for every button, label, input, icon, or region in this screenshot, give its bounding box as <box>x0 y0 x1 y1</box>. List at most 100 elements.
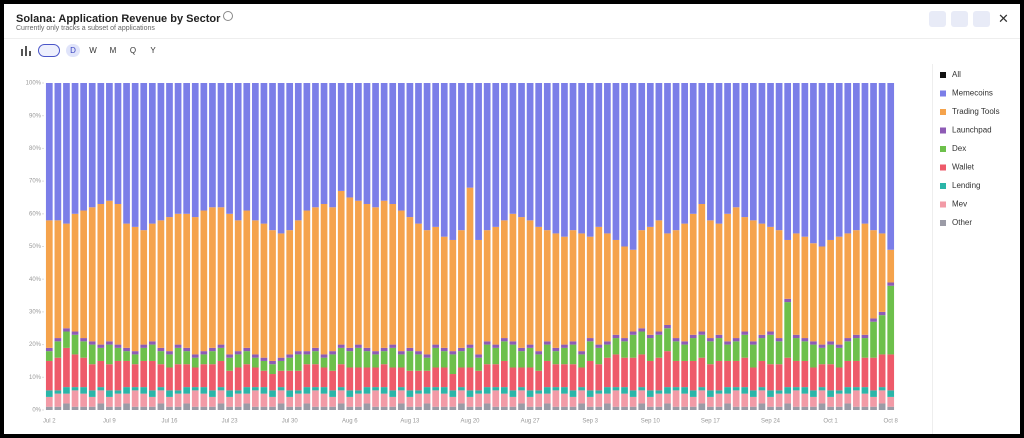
bar-segment <box>449 390 457 397</box>
bar-segment <box>638 390 646 404</box>
bar-segment <box>226 390 233 397</box>
bar-segment <box>844 360 852 388</box>
bar-segment <box>200 83 208 211</box>
bar-segment <box>449 396 457 407</box>
bar-segment <box>655 220 663 332</box>
bar-segment <box>97 83 105 204</box>
bar-segment <box>689 396 697 407</box>
bar-segment <box>329 354 336 371</box>
interval-button[interactable]: M <box>109 46 117 55</box>
screenshot-button[interactable] <box>951 11 968 27</box>
bar-segment <box>432 387 440 391</box>
bar-segment <box>689 334 697 339</box>
bar-segment <box>646 360 654 391</box>
bar-segment <box>131 226 139 352</box>
bar-segment <box>715 334 723 339</box>
bar-segment <box>243 393 251 404</box>
interval-button[interactable]: Y <box>150 46 156 55</box>
bar-segment <box>449 83 457 240</box>
bar-segment <box>432 367 440 388</box>
bar-segment <box>234 406 242 410</box>
bar-segment <box>157 220 165 348</box>
bar-segment <box>509 367 517 391</box>
interval-button[interactable]: W <box>89 46 97 55</box>
bar-segment <box>775 338 783 342</box>
bar-segment <box>380 406 388 410</box>
chart-type-icon[interactable] <box>20 45 32 56</box>
bar-segment <box>71 354 79 388</box>
bar-segment <box>234 367 242 391</box>
bar-segment <box>260 83 268 224</box>
bar-segment <box>114 347 122 361</box>
bar-segment <box>294 83 302 221</box>
bar-segment <box>732 207 740 339</box>
bar-segment <box>715 393 723 407</box>
bar-segment <box>174 344 182 348</box>
bar-segment <box>500 393 508 407</box>
bar-segment <box>724 403 731 410</box>
bar-segment <box>157 83 165 221</box>
bar-segment <box>526 367 534 391</box>
bar-segment <box>810 367 817 391</box>
bar-segment <box>672 406 680 410</box>
bar-segment <box>166 367 173 391</box>
bar-segment <box>535 390 543 394</box>
bar-segment <box>586 390 594 397</box>
bar-segment <box>672 390 680 407</box>
interval-button[interactable]: Q <box>129 46 137 55</box>
info-icon[interactable] <box>223 11 234 21</box>
bar-segment <box>844 338 852 342</box>
bar-segment <box>526 406 534 410</box>
bar-segment <box>646 338 654 361</box>
bar-segment <box>758 390 766 404</box>
percent-toggle[interactable] <box>38 44 60 57</box>
bar-segment <box>226 396 233 407</box>
bar-segment <box>234 83 242 221</box>
bar-segment <box>741 334 749 358</box>
bar-segment <box>88 364 96 391</box>
bar-segment <box>389 390 397 397</box>
copy-button[interactable] <box>973 11 990 27</box>
bar-segment <box>741 387 749 394</box>
bar-segment <box>758 83 766 224</box>
bar-segment <box>784 387 792 394</box>
bar-segment <box>827 83 834 240</box>
bar-segment <box>578 387 585 391</box>
bar-segment <box>561 347 568 365</box>
bar-segment <box>767 390 774 397</box>
bar-segment <box>707 341 714 365</box>
link-button[interactable] <box>929 11 946 27</box>
interval-button[interactable]: D <box>66 44 80 57</box>
bar-segment <box>217 360 225 388</box>
bar-segment <box>226 354 233 358</box>
bar-segment <box>861 406 869 410</box>
bar-segment <box>810 406 817 410</box>
bar-segment <box>664 83 671 234</box>
bar-segment <box>629 331 637 335</box>
bar-segment <box>217 207 225 345</box>
bar-segment <box>303 387 311 394</box>
bar-segment <box>672 341 680 361</box>
bar-segment <box>535 393 543 407</box>
bar-segment <box>646 334 654 339</box>
bar-segment <box>423 354 431 358</box>
bar-segment <box>157 403 165 410</box>
bar-segment <box>655 331 663 335</box>
close-button[interactable]: ✕ <box>998 11 1009 26</box>
bar-segment <box>861 223 869 335</box>
bar-segment <box>423 83 431 231</box>
bar-segment <box>784 302 792 358</box>
bar-segment <box>638 83 646 231</box>
legend-swatch <box>940 127 946 134</box>
bar-segment <box>406 370 414 391</box>
bar-segment <box>801 236 809 339</box>
bar-segment <box>174 83 182 214</box>
bar-segment <box>45 220 53 348</box>
bar-segment <box>458 387 465 391</box>
bar-segment <box>277 83 285 234</box>
x-tick-label: Oct 1 <box>823 419 838 425</box>
bar-segment <box>792 334 800 339</box>
bar-segment <box>655 83 663 221</box>
bar-segment <box>346 351 354 368</box>
